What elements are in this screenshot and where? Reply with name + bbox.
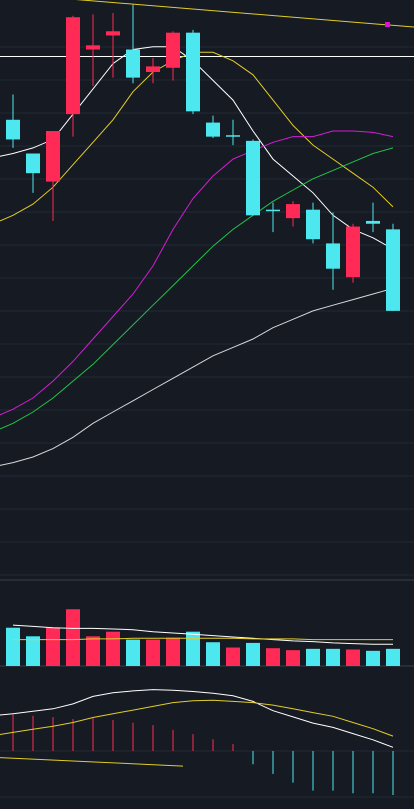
- candle-body: [286, 204, 300, 219]
- volume-bar: [6, 627, 20, 666]
- volume-bar: [306, 648, 320, 666]
- ma30-line: [0, 147, 394, 430]
- candle-body: [126, 49, 140, 78]
- candle-body: [386, 229, 400, 311]
- grid: [0, 46, 414, 798]
- candle-body: [366, 220, 380, 224]
- candle-body: [206, 122, 220, 137]
- candle-body: [86, 45, 100, 50]
- ma20-line: [0, 130, 394, 416]
- volume-bar: [166, 637, 180, 666]
- candle-body: [326, 243, 340, 269]
- lower-trendline: [0, 757, 184, 767]
- volume-bar: [326, 648, 340, 666]
- candle-body: [66, 17, 80, 115]
- candle-body: [166, 32, 180, 68]
- volume-bar: [386, 648, 400, 666]
- volume-bar: [26, 636, 40, 666]
- volume-bar: [226, 647, 240, 666]
- volume-bar: [126, 639, 140, 666]
- candle-body: [46, 131, 60, 182]
- candle-body: [26, 153, 40, 174]
- macd-pane[interactable]: [0, 689, 394, 795]
- candle-body: [266, 209, 280, 212]
- candle-body: [146, 66, 160, 73]
- volume-bar: [146, 639, 160, 666]
- macd-dif-line: [0, 689, 394, 748]
- candle-body: [306, 209, 320, 240]
- candle-body: [106, 31, 120, 36]
- candle-body: [226, 135, 240, 137]
- macd-dea-line: [0, 699, 394, 737]
- volume-bar: [346, 649, 360, 666]
- volume-ma-line: [13, 637, 393, 641]
- volume-bar: [246, 642, 260, 666]
- candle-body: [246, 140, 260, 216]
- volume-bar: [86, 636, 100, 666]
- volume-bar: [286, 650, 300, 666]
- volume-bar: [266, 648, 280, 666]
- candle-body: [346, 226, 360, 278]
- candle-body: [186, 32, 200, 112]
- volume-ma-line: [12, 624, 393, 645]
- volume-pane[interactable]: [6, 609, 400, 666]
- marker-dot: [385, 22, 390, 27]
- volume-bar: [366, 650, 380, 666]
- trendline: [75, 0, 414, 28]
- ma60-line: [0, 287, 394, 466]
- candle-body: [6, 119, 20, 140]
- volume-bar: [186, 631, 200, 666]
- volume-bar: [106, 631, 120, 666]
- candlestick-pane[interactable]: [0, 0, 414, 767]
- volume-bar: [206, 642, 220, 666]
- volume-bar: [66, 609, 80, 666]
- volume-bar: [46, 627, 60, 666]
